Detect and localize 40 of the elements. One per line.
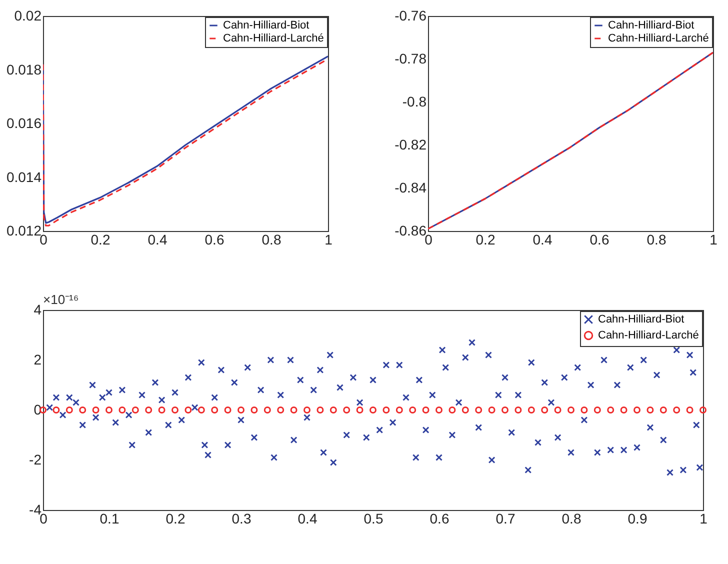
x-tick-label: 0.2: [90, 232, 110, 248]
x-tick-label: 0.8: [562, 510, 582, 526]
y-tick-label: 0.02: [14, 8, 42, 24]
x-tick-label: 0.4: [298, 510, 318, 526]
x-tick-label: 0.6: [204, 232, 224, 248]
x-tick-label: 0.7: [496, 510, 516, 526]
x-tick-label: 0.4: [148, 232, 168, 248]
y-tick-label: -0.82: [394, 136, 427, 152]
x-tick-label: 1: [710, 232, 718, 248]
legend-label: Cahn-Hilliard-Larché: [608, 32, 709, 44]
x-tick-label: 0.8: [262, 232, 282, 248]
y-tick-label: 2: [34, 352, 42, 368]
y-tick-label: -0.84: [394, 180, 427, 196]
x-tick-label: 1: [700, 510, 708, 526]
x-tick-label: 1: [324, 232, 333, 248]
x-tick-label: 0.8: [646, 232, 666, 248]
y-tick-label: 0.014: [6, 168, 42, 185]
y-tick-label: -0.8: [402, 94, 427, 110]
y-tick-label: 0.018: [6, 61, 42, 78]
x-tick-label: 0.9: [628, 510, 648, 526]
x-tick-label: 0.4: [532, 232, 552, 248]
legend-label: Cahn-Hilliard-Biot: [598, 314, 684, 326]
legend-label: Cahn-Hilliard-Biot: [223, 20, 310, 32]
x-tick-label: 0.2: [166, 510, 186, 526]
text: ×10⁻¹⁶: [43, 292, 79, 307]
x-tick-label: 0.6: [430, 510, 450, 526]
x-tick-label: 0.1: [100, 510, 120, 526]
x-tick-label: 0.5: [364, 510, 384, 526]
x-tick-label: 0.6: [590, 232, 610, 248]
y-tick-label: 4: [34, 302, 42, 318]
y-tick-label: -0.78: [394, 50, 427, 66]
x-tick-label: 0.2: [476, 232, 496, 248]
legend-label: Cahn-Hilliard-Larché: [598, 330, 699, 342]
legend-label: Cahn-Hilliard-Biot: [608, 20, 694, 32]
y-tick-label: 0.016: [6, 115, 42, 131]
y-tick-label: -2: [29, 452, 42, 468]
y-tick-label: -0.76: [394, 8, 427, 24]
line-series: [428, 52, 713, 230]
x-tick-label: 0.3: [232, 510, 252, 526]
legend-label: Cahn-Hilliard-Larché: [223, 32, 324, 44]
